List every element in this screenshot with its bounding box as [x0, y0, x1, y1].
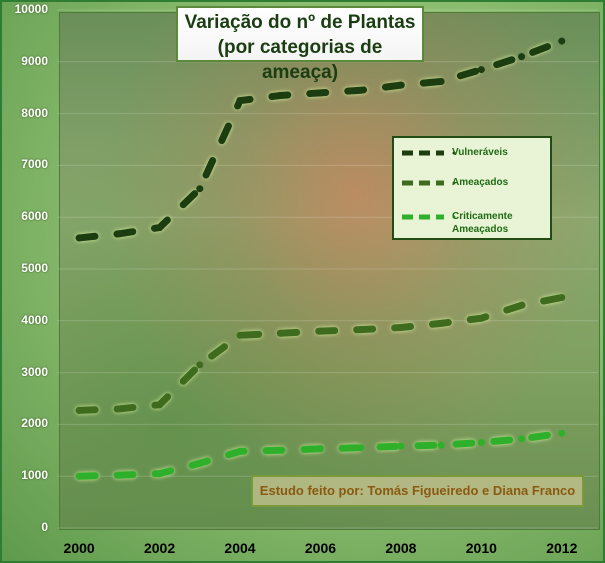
series-2-point-6: [316, 445, 324, 453]
x-tick-label-2008: 2008: [385, 540, 417, 556]
y-tick-label-6000: 6000: [21, 209, 48, 224]
series-2-point-11: [518, 435, 526, 443]
series-2-point-10: [477, 439, 485, 447]
series-line-1: [75, 293, 566, 414]
y-tick-label-5000: 5000: [21, 261, 48, 275]
series-2-point-0: [75, 472, 83, 480]
series-2-point-2: [156, 470, 164, 478]
series-0-point-4: [236, 97, 244, 105]
series-1-point-9: [437, 319, 445, 327]
series-2-point-3: [196, 459, 204, 467]
series-1-point-2: [156, 401, 164, 409]
series-2-point-7: [357, 444, 365, 452]
series-1-point-4: [236, 331, 244, 339]
legend-swatch-ameacados: [402, 180, 456, 186]
series-1-point-5: [276, 329, 284, 337]
series-0-point-3: [196, 185, 204, 193]
series-1-point-10: [477, 314, 485, 322]
legend: Vulneráveis Ameaçados Criticamente Ameaç…: [392, 136, 552, 240]
y-tick-label-8000: 8000: [21, 105, 48, 120]
series-0-point-6: [316, 89, 324, 97]
series-0-point-7: [357, 86, 365, 94]
series-1-point-1: [115, 405, 123, 413]
series-1-point-7: [357, 326, 365, 334]
series-0-point-11: [518, 53, 526, 61]
y-tick-label-4000: 4000: [21, 312, 48, 327]
series-2-point-5: [276, 446, 284, 454]
series-1-point-12: [558, 293, 566, 301]
series-0-point-0: [75, 234, 83, 242]
y-tick-label-3000: 3000: [21, 364, 48, 379]
x-tick-label-2002: 2002: [143, 540, 176, 556]
y-tick-label-10000: 10000: [14, 2, 48, 16]
series-2-point-9: [437, 441, 445, 449]
series-0-point-8: [397, 81, 405, 89]
series-1-point-11: [518, 301, 526, 309]
series-0-point-9: [437, 77, 445, 85]
series-0-point-5: [276, 91, 284, 99]
chart-title-line1: Variação do nº de Plantas: [184, 12, 416, 33]
series-1-point-0: [75, 406, 83, 414]
series-line-2: [75, 429, 566, 480]
credit-annotation: Estudo feito por: Tomás Figueiredo e Dia…: [251, 475, 584, 507]
legend-swatch-criticamente: [402, 214, 456, 220]
series-1-point-3: [196, 361, 204, 369]
series-0-point-2: [156, 224, 164, 232]
y-tick-label-1000: 1000: [21, 468, 48, 483]
x-tick-label-2006: 2006: [304, 540, 337, 556]
y-tick-label-0: 0: [41, 520, 48, 534]
series-0-point-12: [558, 37, 566, 45]
legend-label-criticamente: Criticamente Ameaçados: [452, 211, 513, 235]
series-0-point-10: [477, 66, 485, 74]
x-tick-label-2010: 2010: [465, 540, 497, 556]
chart-title-line2: (por categorias de ameaça): [217, 37, 383, 83]
series-2-point-8: [397, 442, 405, 450]
y-tick-label-2000: 2000: [21, 416, 48, 431]
y-tick-label-9000: 9000: [21, 53, 48, 68]
legend-label-ameacados: Ameaçados: [452, 177, 509, 188]
series-2-point-12: [558, 429, 566, 437]
legend-swatch-vulneraveis: [402, 150, 456, 156]
series-0-point-1: [115, 230, 123, 238]
series-1-point-8: [397, 324, 405, 332]
series-1-point-6: [316, 327, 324, 335]
series-2-point-4: [236, 447, 244, 455]
series-2-point-1: [115, 471, 123, 479]
x-tick-label-2004: 2004: [224, 540, 256, 556]
y-tick-label-7000: 7000: [21, 157, 48, 172]
x-tick-label-2012: 2012: [546, 540, 578, 556]
chart-title: Variação do nº de Plantas (por categoria…: [176, 6, 424, 83]
x-tick-label-2000: 2000: [63, 540, 95, 556]
legend-label-vulneraveis: Vulneráveis: [452, 147, 508, 158]
